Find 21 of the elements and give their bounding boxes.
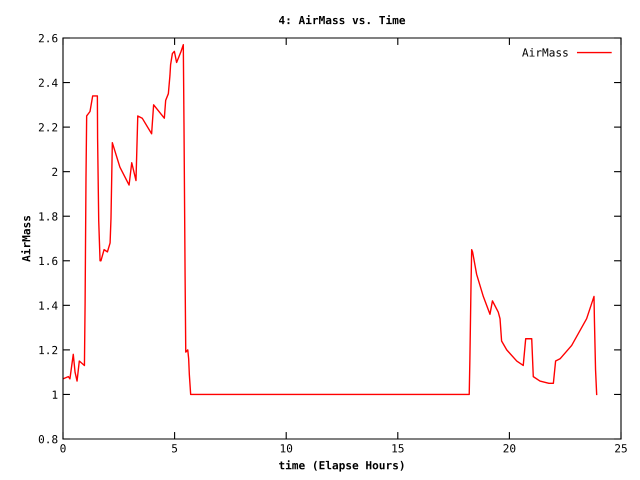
line-series xyxy=(63,44,598,396)
legend-label: AirMass xyxy=(522,48,568,57)
y-tick-label: 2.2 xyxy=(38,123,58,132)
y-tick-label: 1.8 xyxy=(39,212,58,221)
y-tick-label: 2.4 xyxy=(38,78,58,87)
x-axis-title: time (Elapse Hours) xyxy=(279,460,404,472)
y-tick-label: 0.8 xyxy=(38,435,58,444)
x-tick-label: 0 xyxy=(60,444,66,453)
y-tick-label: 1.6 xyxy=(39,256,58,266)
x-tick-label: 5 xyxy=(172,444,178,453)
y-tick-label: 1 xyxy=(52,390,58,399)
x-tick-label: 20 xyxy=(504,444,516,453)
y-tick-label: 1.4 xyxy=(39,301,58,310)
x-tick-label: 10 xyxy=(280,444,292,453)
x-tick-label: 25 xyxy=(615,444,627,453)
y-tick-label: 2.6 xyxy=(38,34,58,42)
y-tick-label: 2 xyxy=(52,168,58,176)
x-tick-label: 15 xyxy=(392,444,404,453)
chart-title: 4: AirMass vs. Time xyxy=(279,15,406,24)
y-tick-label: 1.2 xyxy=(39,346,58,354)
y-axis-title: AirMass xyxy=(21,216,30,262)
